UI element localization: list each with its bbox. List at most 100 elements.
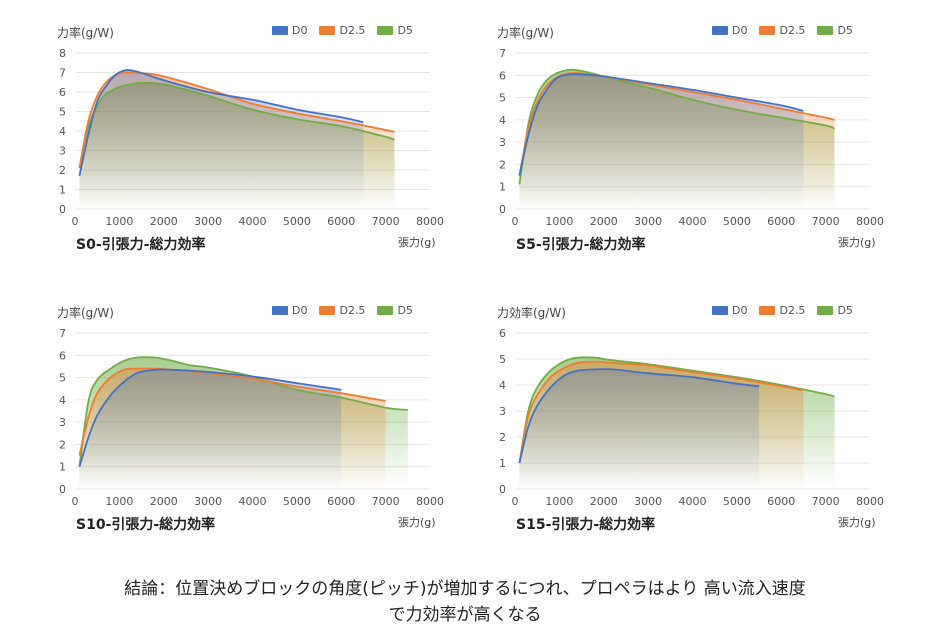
chart-panel-s5: 0 1 2 3 4 5 6 7 0 1000 2000 3000 4000 5000 6000 7000 800… <box>480 16 900 256</box>
legend-swatch-d0 <box>712 306 728 315</box>
legend: D0 D2.5 D5 <box>712 24 853 37</box>
y-tick-label: 2 <box>499 431 506 444</box>
legend-swatch-d0 <box>712 26 728 35</box>
x-axis-title: 張力(g) <box>838 236 876 249</box>
y-tick-label: 5 <box>59 372 66 385</box>
legend-swatch-d5 <box>377 306 394 315</box>
x-tick-label: 6000 <box>767 495 795 508</box>
y-tick-label: 6 <box>499 327 506 340</box>
series-area-d0 <box>519 74 804 209</box>
legend-item-d5: D5 <box>377 24 413 37</box>
y-tick-label: 5 <box>59 106 66 119</box>
legend-label-d2-5: D2.5 <box>779 304 806 317</box>
legend-label-d5: D5 <box>837 304 853 317</box>
y-tick-label: 0 <box>59 483 66 496</box>
y-tick-label: 5 <box>499 92 506 105</box>
x-tick-label: 4000 <box>679 215 707 228</box>
chart-plot-area: 0 1 2 3 4 5 6 7 0 1000 2000 3000 4000 5000 6000 7000 800… <box>499 47 884 228</box>
y-tick-label: 2 <box>59 164 66 177</box>
legend: D0 D2.5 D5 <box>272 304 413 317</box>
series-line-d0 <box>518 368 760 464</box>
y-axis-title: 力率(g/W) <box>57 26 114 40</box>
x-tick-label: 3000 <box>634 495 662 508</box>
y-axis-title: 力率(g/W) <box>57 306 114 320</box>
x-tick-label: 8000 <box>856 215 884 228</box>
legend-item-d5: D5 <box>377 304 413 317</box>
chart-panel-s0: 0 1 2 3 4 5 6 7 8 0 1000 2000 3000 4000 5000 6000 7000 80… <box>40 16 460 256</box>
legend-label-d5: D5 <box>397 304 413 317</box>
y-tick-label: 7 <box>59 67 66 80</box>
legend-label-d5: D5 <box>397 24 413 37</box>
conclusion-text: 結論：位置決めブロックの角度(ピッチ)が増加するにつれ、プロペラはより 高い流入… <box>0 576 930 628</box>
x-tick-label: 1000 <box>105 215 133 228</box>
y-tick-label: 3 <box>59 416 66 429</box>
legend-swatch-d0 <box>272 26 288 35</box>
legend-label-d5: D5 <box>837 24 853 37</box>
legend: D0 D2.5 D5 <box>272 24 413 37</box>
y-tick-label: 1 <box>59 184 66 197</box>
x-tick-label: 6000 <box>327 215 355 228</box>
y-tick-label: 7 <box>499 47 506 60</box>
series-line-d5 <box>78 81 395 169</box>
x-tick-label: 6000 <box>327 495 355 508</box>
legend-swatch-d0 <box>272 306 288 315</box>
legend-item-d2-5: D2.5 <box>759 304 805 317</box>
x-tick-label: 1000 <box>105 495 133 508</box>
y-tick-label: 6 <box>59 349 66 362</box>
chart-panel-s15: 0 1 2 3 4 5 6 0 1000 2000 3000 4000 5000 6000 7000 8000… <box>480 296 900 536</box>
x-tick-label: 5000 <box>723 495 751 508</box>
legend-swatch-d5 <box>817 306 834 315</box>
legend-item-d0: D0 <box>272 304 307 317</box>
y-tick-label: 4 <box>499 379 506 392</box>
series-line-d5 <box>78 356 408 467</box>
legend: D0 D2.5 D5 <box>712 304 853 317</box>
y-tick-label: 7 <box>59 327 66 340</box>
x-tick-label: 0 <box>512 495 519 508</box>
x-tick-label: 1000 <box>545 215 573 228</box>
conclusion-line-1: 結論：位置決めブロックの角度(ピッチ)が増加するにつれ、プロペラはより 高い流入… <box>124 579 806 599</box>
x-axis-title: 張力(g) <box>398 236 436 249</box>
x-tick-label: 2000 <box>590 495 618 508</box>
chart-title: S15-引張力-総力効率 <box>516 517 656 533</box>
legend-item-d0: D0 <box>712 24 747 37</box>
x-tick-label: 5000 <box>283 215 311 228</box>
y-tick-label: 3 <box>499 136 506 149</box>
legend-item-d2-5: D2.5 <box>319 24 365 37</box>
x-tick-label: 8000 <box>416 495 444 508</box>
x-tick-label: 4000 <box>679 495 707 508</box>
chart-title: S5-引張力-総力効率 <box>516 237 646 253</box>
legend-label-d0: D0 <box>292 304 308 317</box>
series-area-d0 <box>519 369 760 489</box>
x-tick-label: 7000 <box>372 215 400 228</box>
y-tick-label: 0 <box>499 483 506 496</box>
legend-label-d0: D0 <box>292 24 308 37</box>
y-tick-label: 3 <box>499 405 506 418</box>
legend-item-d0: D0 <box>712 304 747 317</box>
y-tick-label: 6 <box>59 86 66 99</box>
y-tick-label: 1 <box>499 457 506 470</box>
chart-title: S0-引張力-総力効率 <box>76 237 206 253</box>
series-line-d2-5 <box>78 367 386 456</box>
legend-label-d2-5: D2.5 <box>779 24 806 37</box>
legend-swatch-d2-5 <box>759 26 776 35</box>
series-line-d2-5 <box>518 360 804 464</box>
series-line-d0 <box>78 368 342 467</box>
x-tick-label: 7000 <box>372 495 400 508</box>
legend-label-d0: D0 <box>732 24 748 37</box>
x-tick-label: 8000 <box>416 215 444 228</box>
x-tick-label: 1000 <box>545 495 573 508</box>
y-tick-label: 1 <box>59 461 66 474</box>
legend-item-d2-5: D2.5 <box>319 304 365 317</box>
legend-item-d2-5: D2.5 <box>759 24 805 37</box>
legend-label-d0: D0 <box>732 304 748 317</box>
y-tick-label: 2 <box>499 158 506 171</box>
y-tick-label: 1 <box>499 181 506 194</box>
x-tick-label: 3000 <box>634 215 662 228</box>
x-tick-label: 2000 <box>150 495 178 508</box>
x-tick-label: 3000 <box>194 215 222 228</box>
x-tick-label: 7000 <box>812 215 840 228</box>
x-tick-label: 5000 <box>723 215 751 228</box>
y-tick-label: 3 <box>59 145 66 158</box>
x-tick-label: 4000 <box>239 495 267 508</box>
series-line-d5 <box>518 356 835 464</box>
